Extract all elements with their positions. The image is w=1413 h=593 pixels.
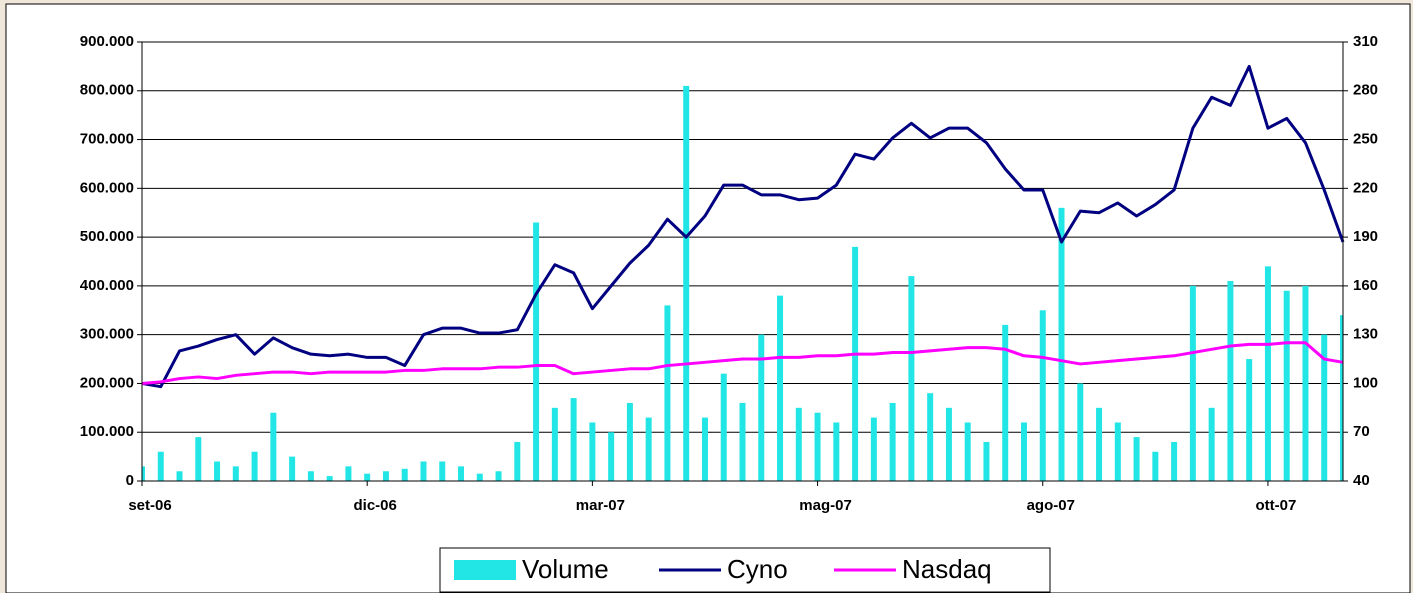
volume-bar xyxy=(364,473,371,481)
volume-bar xyxy=(420,461,427,481)
volume-bar xyxy=(326,476,333,481)
volume-bar xyxy=(1002,324,1009,481)
volume-bar xyxy=(458,466,465,481)
volume-bar xyxy=(814,412,821,481)
volume-bar xyxy=(589,422,596,481)
volume-bar xyxy=(945,407,952,481)
x-tick-label: set-06 xyxy=(128,497,171,514)
volume-bar xyxy=(1189,285,1196,481)
y2-tick-label: 160 xyxy=(1353,277,1378,294)
y2-tick-label: 250 xyxy=(1353,131,1378,148)
volume-bar xyxy=(1208,407,1215,481)
volume-bar xyxy=(626,402,633,481)
volume-bar xyxy=(1283,290,1290,481)
volume-bar xyxy=(758,334,765,481)
volume-bar xyxy=(1096,407,1103,481)
y2-tick-label: 130 xyxy=(1353,326,1378,343)
volume-bar xyxy=(964,422,971,481)
volume-bar xyxy=(1039,310,1046,481)
legend-text: Nasdaq xyxy=(902,554,992,584)
volume-bar xyxy=(232,466,239,481)
x-tick-label: mar-07 xyxy=(576,497,625,514)
volume-bar xyxy=(852,246,859,481)
y-tick-label: 300.000 xyxy=(80,326,134,343)
volume-bar xyxy=(1246,359,1253,481)
volume-bar xyxy=(214,461,221,481)
y-tick-label: 400.000 xyxy=(80,277,134,294)
volume-bar xyxy=(683,85,690,482)
x-tick-label: dic-06 xyxy=(354,497,397,514)
volume-bar xyxy=(983,441,990,481)
volume-bar xyxy=(195,437,202,481)
volume-bar xyxy=(157,451,164,481)
volume-bar xyxy=(1171,441,1178,481)
y2-tick-label: 190 xyxy=(1353,228,1378,245)
volume-bar xyxy=(701,417,708,481)
volume-bar xyxy=(1340,315,1343,481)
x-tick-label: mag-07 xyxy=(799,497,852,514)
volume-bar xyxy=(514,441,521,481)
volume-bar xyxy=(176,471,183,481)
volume-bar xyxy=(570,398,577,481)
x-tick-label: ott-07 xyxy=(1256,497,1297,514)
line-series xyxy=(141,64,1345,389)
legend-text: Cyno xyxy=(727,554,788,584)
y2-tick-label: 40 xyxy=(1353,472,1370,489)
volume-bar xyxy=(289,456,296,481)
volume-bar xyxy=(1133,437,1140,481)
volume-bar xyxy=(664,305,671,481)
legend-text: Volume xyxy=(522,554,609,584)
legend-box xyxy=(439,547,1051,593)
volume-bar xyxy=(889,402,896,481)
volume-bar xyxy=(777,295,784,481)
y-tick-label: 700.000 xyxy=(80,131,134,148)
x-tick-label: ago-07 xyxy=(1027,497,1075,514)
volume-bar xyxy=(908,276,915,481)
y2-tick-label: 70 xyxy=(1353,423,1370,440)
volume-bar xyxy=(476,473,483,481)
y-tick-label: 600.000 xyxy=(80,179,134,196)
volume-bar xyxy=(608,432,615,481)
volume-bar xyxy=(401,468,408,481)
y2-tick-label: 280 xyxy=(1353,82,1378,99)
volume-bar xyxy=(645,417,652,481)
y2-tick-label: 220 xyxy=(1353,179,1378,196)
volume-bar xyxy=(1152,451,1159,481)
y-tick-label: 800.000 xyxy=(80,82,134,99)
y-tick-label: 100.000 xyxy=(80,423,134,440)
y-tick-label: 500.000 xyxy=(80,228,134,245)
y-tick-label: 200.000 xyxy=(80,374,134,391)
volume-bar xyxy=(495,471,502,481)
volume-bar xyxy=(382,471,389,481)
volume-bar xyxy=(307,471,314,481)
y2-tick-label: 310 xyxy=(1353,33,1378,50)
volume-bar xyxy=(870,417,877,481)
volume-bar xyxy=(1058,207,1065,481)
volume-bar xyxy=(551,407,558,481)
y-tick-label: 0 xyxy=(126,472,134,489)
volume-bar xyxy=(345,466,352,481)
volume-bar xyxy=(270,412,277,481)
volume-bar xyxy=(1114,422,1121,481)
volume-bar xyxy=(720,373,727,481)
volume-bar xyxy=(1302,285,1309,481)
volume-bar xyxy=(1077,383,1084,481)
volume-bar xyxy=(739,402,746,481)
volume-bar xyxy=(1321,334,1328,481)
volume-bar xyxy=(439,461,446,481)
volume-bar xyxy=(795,407,802,481)
line-series xyxy=(141,341,1344,385)
y2-tick-label: 100 xyxy=(1353,374,1378,391)
volume-bar xyxy=(833,422,840,481)
volume-bar xyxy=(142,466,145,481)
legend-swatch xyxy=(454,560,516,580)
volume-bar xyxy=(927,393,934,481)
y-tick-label: 900.000 xyxy=(80,33,134,50)
volume-bar xyxy=(1227,281,1234,481)
volume-bar xyxy=(1020,422,1027,481)
volume-bar xyxy=(533,222,540,481)
volume-bar xyxy=(251,451,258,481)
volume-bar xyxy=(1264,266,1271,481)
